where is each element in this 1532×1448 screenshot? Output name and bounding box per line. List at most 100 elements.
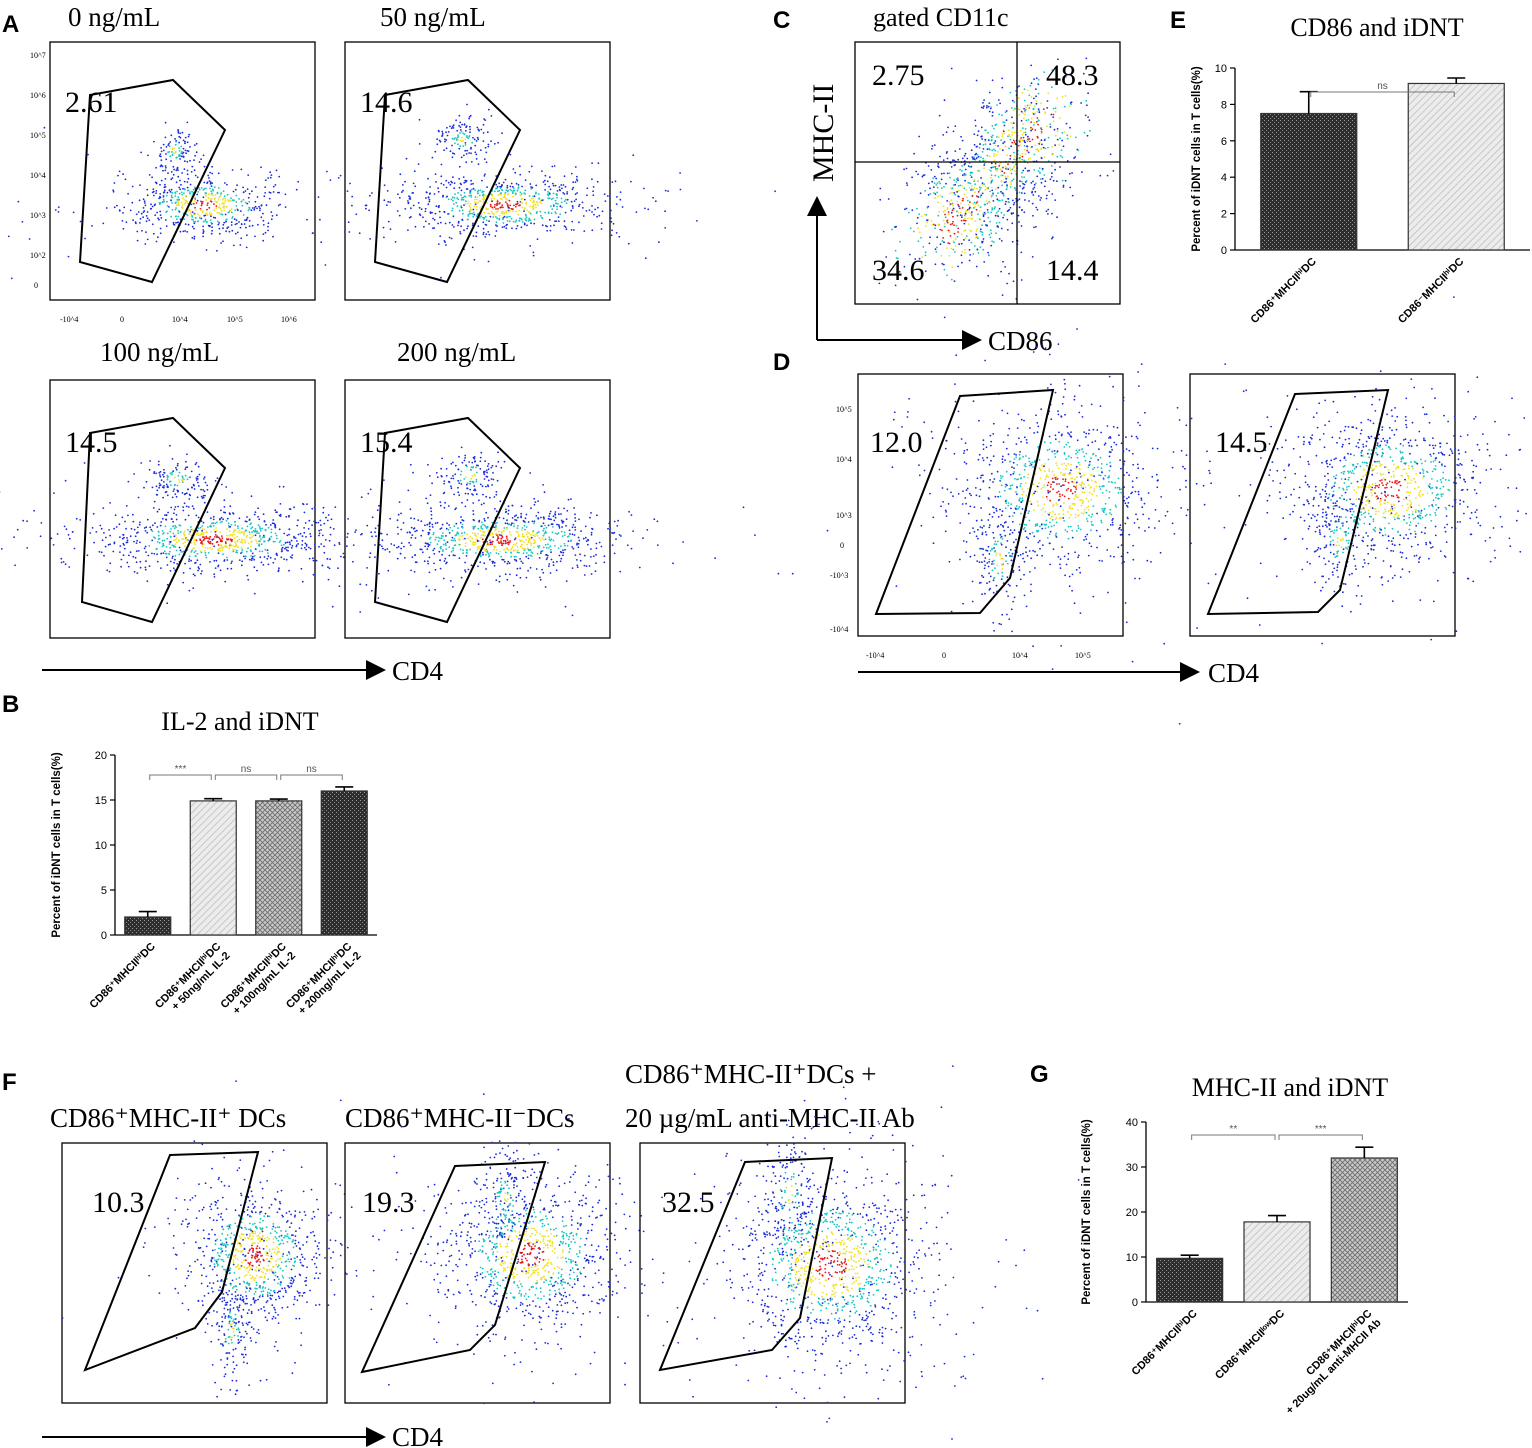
event-dot [1058,493,1061,496]
event-dot [179,154,182,157]
event-dot [1026,104,1029,107]
event-dot [1063,378,1066,381]
event-dot [974,205,976,208]
event-dot [154,203,157,206]
event-dot [544,538,547,541]
event-dot [260,561,263,564]
event-dot [507,560,510,563]
event-dot [1024,127,1027,130]
event-dot [975,235,978,238]
event-dot [466,487,469,490]
event-dot [325,516,327,519]
event-dot [924,189,927,192]
event-dot [489,541,492,544]
event-dot [993,153,995,155]
event-dot [190,526,192,528]
event-dot [461,123,463,126]
event-dot [172,545,175,547]
event-dot [923,213,926,216]
event-dot [679,172,681,174]
event-dot [511,545,514,548]
event-dot [453,153,456,155]
event-dot [236,222,238,225]
event-dot [1049,517,1051,520]
event-dot [1022,117,1025,120]
event-dot [464,129,467,132]
event-dot [998,207,1001,210]
event-dot [175,221,177,224]
event-dot [221,198,224,201]
event-dot [450,462,453,465]
event-dot [303,527,305,529]
event-dot [474,552,477,554]
event-dot [201,531,204,534]
event-dot [512,210,514,213]
event-dot [948,172,951,175]
event-dot [595,542,598,545]
event-dot [465,161,468,164]
event-dot [278,485,281,488]
event-dot [216,521,218,524]
event-dot [177,505,180,508]
event-dot [321,564,324,567]
event-dot [194,220,197,223]
event-dot [495,465,498,468]
event-dot [475,231,478,234]
event-dot [584,536,587,539]
event-dot [233,533,236,536]
event-dot [959,211,962,214]
event-dot [254,528,257,530]
event-dot [202,229,205,231]
event-dot [532,199,535,202]
event-dot [369,488,372,491]
event-dot [510,524,512,526]
event-dot [185,505,188,508]
event-dot [1024,133,1027,136]
event-dot [609,527,612,529]
event-dot [284,547,286,550]
event-dot [182,581,185,584]
event-dot [479,456,482,459]
event-dot [148,545,151,547]
event-dot [545,554,547,556]
event-dot [496,185,499,188]
event-dot [161,545,164,548]
event-dot [238,198,241,200]
event-dot [129,535,132,538]
event-dot [250,540,253,543]
event-dot [452,539,454,542]
event-dot [1007,209,1010,212]
event-dot [515,182,518,185]
event-dot [309,547,312,550]
event-dot [487,468,490,471]
event-dot [509,185,512,188]
event-dot [499,550,501,553]
event-dot [1013,453,1016,455]
event-dot [452,475,454,477]
event-dot [1011,116,1013,119]
event-dot [440,182,443,185]
event-dot [234,188,237,191]
event-dot [343,231,346,233]
event-dot [476,546,479,549]
event-dot [936,236,939,239]
event-dot [204,218,207,221]
event-dot [270,174,273,177]
event-dot [989,190,991,193]
event-dot [218,199,220,201]
event-dot [236,539,239,542]
event-dot [57,206,60,209]
event-dot [1021,127,1024,130]
event-dot [461,140,463,143]
event-dot [382,547,384,550]
event-dot [197,485,200,487]
event-dot [1088,119,1091,122]
event-dot [987,216,990,219]
event-dot [443,491,446,494]
event-dot [419,548,422,551]
event-dot [541,550,544,552]
event-dot [490,210,493,213]
event-dot [1097,466,1099,469]
event-dot [991,569,994,572]
event-dot [127,192,129,195]
